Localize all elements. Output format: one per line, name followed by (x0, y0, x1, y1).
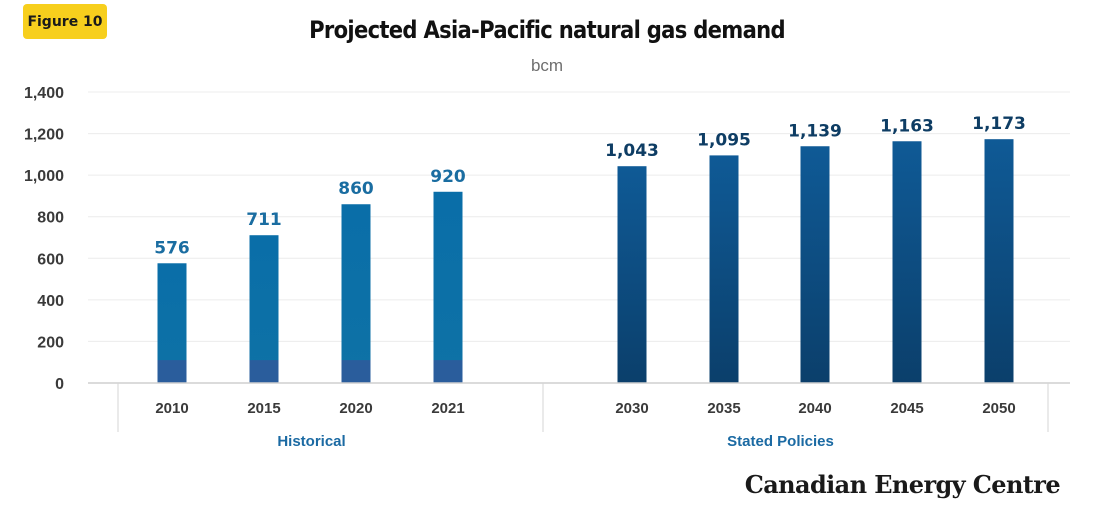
bar-base (341, 360, 371, 383)
x-tick-label: 2050 (982, 400, 1015, 417)
x-tick-label: 2030 (615, 400, 648, 417)
x-tick-label: 2010 (155, 400, 188, 417)
bar-base (157, 360, 187, 383)
figure-badge: Figure 10 (23, 4, 107, 39)
data-label: 920 (430, 167, 466, 187)
bar (617, 166, 647, 383)
chart-title: Projected Asia-Pacific natural gas deman… (309, 16, 785, 44)
bar (800, 146, 830, 383)
bar (984, 139, 1014, 383)
bar-base (433, 360, 463, 383)
x-tick-label: 2015 (247, 400, 280, 417)
data-label: 1,173 (972, 114, 1026, 134)
y-tick-label: 600 (37, 251, 64, 268)
data-label: 711 (246, 210, 282, 230)
y-axis: 0 200 400 600 800 1,000 1,200 1,400 (24, 85, 64, 393)
brand-logo: Canadian Energy Centre (744, 470, 1061, 499)
data-label: 1,139 (788, 121, 842, 141)
x-tick-label: 2045 (890, 400, 923, 417)
y-tick-label: 200 (37, 334, 64, 351)
unit-label: bcm (530, 56, 564, 75)
y-tick-label: 1,000 (24, 168, 64, 185)
bars: 576 711 860 920 1,043 1,095 1,139 1,163 1,173 (154, 114, 1026, 383)
data-label: 576 (154, 238, 190, 258)
x-tick-label: 2021 (431, 400, 464, 417)
bar (249, 235, 279, 383)
bar (709, 155, 739, 383)
y-tick-label: 0 (55, 376, 64, 393)
bar-base (249, 360, 279, 383)
data-label: 1,163 (880, 116, 934, 136)
bar (341, 204, 371, 383)
x-tick-label: 2040 (798, 400, 831, 417)
bar (433, 191, 463, 383)
group-label: Stated Policies (727, 433, 834, 450)
bar (892, 141, 922, 383)
y-tick-label: 800 (37, 210, 64, 227)
y-tick-label: 1,400 (24, 85, 64, 102)
y-tick-label: 400 (37, 293, 64, 310)
data-label: 1,043 (605, 141, 659, 161)
data-label: 1,095 (697, 130, 751, 150)
data-label: 860 (338, 179, 374, 199)
x-axis: 2010 2015 2020 2021 Historical 2030 2035 2040 20… (88, 382, 1070, 450)
y-tick-label: 1,200 (24, 127, 64, 144)
x-tick-label: 2020 (339, 400, 372, 417)
x-tick-label: 2035 (707, 400, 740, 417)
group-label: Historical (277, 433, 345, 450)
